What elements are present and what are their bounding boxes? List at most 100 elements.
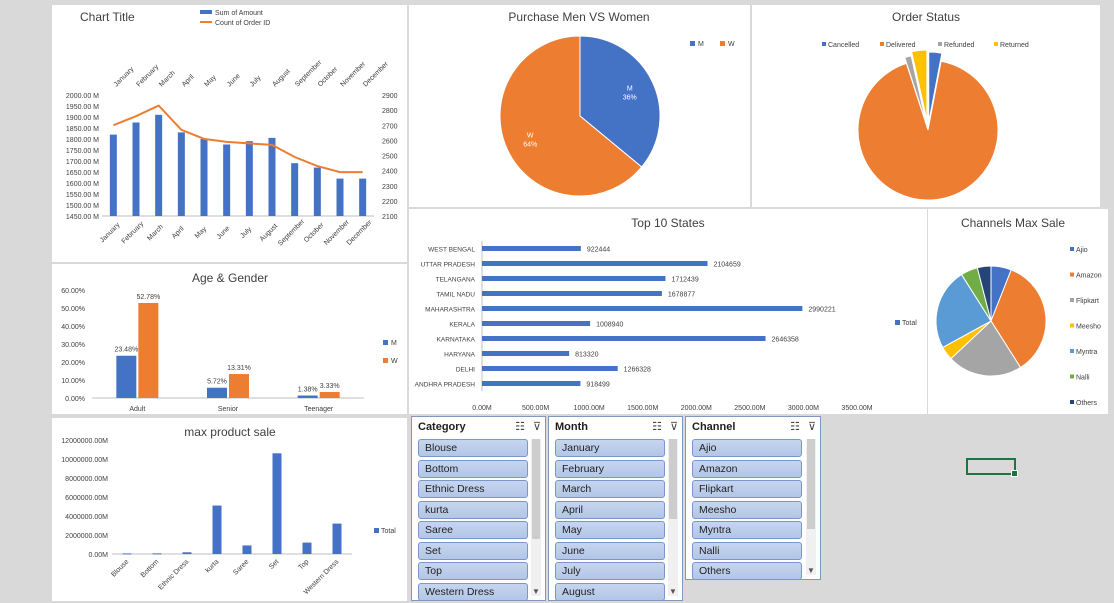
- product-sale-chart[interactable]: max product sale 12000000.00M 10000000.00M…: [52, 418, 407, 601]
- bar-state-5: [482, 321, 591, 326]
- category-item-saree[interactable]: Saree: [418, 521, 528, 539]
- month-item-august[interactable]: August: [555, 582, 665, 600]
- channel-item-others[interactable]: Others: [692, 562, 802, 579]
- bar-state-8: [482, 366, 618, 371]
- category-slicer[interactable]: Category ☷ ⊽ Blouse Bottom Ethnic Dress k…: [411, 416, 546, 601]
- channel-item-nalli[interactable]: Nalli: [692, 541, 802, 560]
- top-states-chart[interactable]: Top 10 States WEST BENGAL 922444 UTTAR PRAD…: [409, 209, 927, 414]
- legend-swatch-m: [690, 41, 695, 46]
- chart-title: Chart Title: [80, 10, 135, 24]
- category-item-western-dress[interactable]: Western Dress: [418, 582, 528, 600]
- x-tick-label-top: March: [158, 70, 177, 89]
- legend-label-orders: Count of Order ID: [215, 20, 270, 27]
- data-label: 1008940: [596, 322, 623, 329]
- selected-cell[interactable]: [966, 458, 1018, 477]
- purchase-gender-chart[interactable]: Purchase Men VS Women M W M 36% W 64%: [409, 5, 750, 207]
- category-item-bottom[interactable]: Bottom: [418, 459, 528, 478]
- order-status-chart[interactable]: Order Status Cancelled Delivered Refunded Re…: [752, 5, 1100, 207]
- bar-top: [302, 542, 312, 554]
- channel-item-flipkart[interactable]: Flipkart: [692, 480, 802, 498]
- category-item-kurta[interactable]: kurta: [418, 500, 528, 519]
- x-tick-label-bottom: March: [146, 224, 165, 243]
- month-item-february[interactable]: February: [555, 459, 665, 478]
- product-sale-svg: max product sale 12000000.00M 10000000.00M…: [61, 425, 396, 596]
- status-slice-2: [904, 55, 927, 125]
- channel-item-amazon[interactable]: Amazon: [692, 459, 802, 478]
- clear-filter-icon[interactable]: ⊽: [532, 421, 541, 433]
- top-states-svg: Top 10 States WEST BENGAL 922444 UTTAR PRAD…: [415, 216, 918, 412]
- x-tick-label: 1000.00M: [574, 405, 605, 412]
- y-tick-label: TELANGANA: [436, 277, 476, 284]
- bar-state-4: [482, 306, 803, 311]
- bar-june: [223, 144, 231, 216]
- channel-slicer[interactable]: Channel ☷ ⊽ Ajio Amazon Flipkart Meesho M…: [685, 416, 821, 580]
- legend-swatch-delivered: [880, 42, 884, 46]
- x-tick-label: Bottom: [140, 558, 161, 579]
- scroll-down-icon[interactable]: ▼: [532, 587, 540, 596]
- month-item-april[interactable]: April: [555, 500, 665, 519]
- category-item-ethnic-dress[interactable]: Ethnic Dress: [418, 480, 528, 498]
- scroll-down-icon[interactable]: ▼: [807, 566, 815, 575]
- legend-label-returned: Returned: [1000, 42, 1029, 49]
- monthly-sales-chart[interactable]: Chart Title Sum of Amount Count of Order I…: [52, 5, 407, 262]
- x-tick-label: kurta: [204, 558, 220, 574]
- bar-state-7: [482, 351, 570, 356]
- y-tick-label: 1600.00 M: [66, 181, 99, 188]
- bar-set: [272, 453, 282, 554]
- legend-label-amount: Sum of Amount: [215, 10, 263, 17]
- channel-scrollbar[interactable]: ▼: [806, 439, 816, 575]
- y-tick-label: 1850.00 M: [66, 126, 99, 133]
- y-tick-label: 0.00%: [65, 396, 85, 403]
- status-slice-3: [911, 49, 928, 121]
- channel-item-ajio[interactable]: Ajio: [692, 439, 802, 457]
- clear-filter-icon[interactable]: ⊽: [807, 421, 816, 433]
- gender-slice-1: [499, 35, 643, 197]
- multi-select-icon[interactable]: ☷: [652, 421, 662, 433]
- channel-item-myntra[interactable]: Myntra: [692, 521, 802, 539]
- legend-swatch-w: [720, 41, 725, 46]
- chart-title: max product sale: [184, 425, 276, 439]
- y-tick-label: 1750.00 M: [66, 148, 99, 155]
- legend-swatch-returned: [994, 42, 998, 46]
- channel-item-meesho[interactable]: Meesho: [692, 500, 802, 519]
- status-slice-0: [928, 51, 943, 123]
- y-tick-label: 1550.00 M: [66, 192, 99, 199]
- month-item-may[interactable]: May: [555, 521, 665, 539]
- age-gender-chart[interactable]: Age & Gender 60.00% 50.00% 40.00% 30.00% 20.0…: [52, 264, 407, 414]
- data-label: 2990221: [808, 307, 835, 314]
- y-tick-label: UTTAR PRADESH: [421, 262, 476, 269]
- purchase-gender-svg: Purchase Men VS Women M W M 36% W 64%: [499, 10, 735, 197]
- category-item-set[interactable]: Set: [418, 541, 528, 560]
- legend-label-delivered: Delivered: [886, 42, 916, 49]
- data-label: 23.48%: [114, 347, 138, 354]
- month-slicer[interactable]: Month ☷ ⊽ January February March April Ma…: [548, 416, 683, 601]
- x-tick-label: Saree: [232, 558, 250, 576]
- legend-label-myntra: Myntra: [1076, 349, 1098, 356]
- chart-title: Top 10 States: [631, 216, 704, 230]
- month-item-january[interactable]: January: [555, 439, 665, 457]
- bar-kurta: [212, 505, 222, 554]
- order-status-svg: Order Status Cancelled Delivered Refunded Re…: [822, 10, 1029, 201]
- month-item-march[interactable]: March: [555, 480, 665, 498]
- multi-select-icon[interactable]: ☷: [790, 421, 800, 433]
- category-scrollbar[interactable]: ▼: [531, 439, 541, 596]
- bar-january: [109, 134, 117, 216]
- bar-teenager-m: [297, 395, 318, 398]
- channels-chart[interactable]: Channels Max Sale Ajio Amazon Flipkart Meesh…: [928, 209, 1108, 414]
- month-scrollbar[interactable]: ▼: [668, 439, 678, 596]
- category-item-top[interactable]: Top: [418, 562, 528, 580]
- y-tick-label: HARYANA: [444, 352, 475, 359]
- channel-slice-4: [935, 273, 992, 349]
- month-item-july[interactable]: July: [555, 562, 665, 580]
- category-item-blouse[interactable]: Blouse: [418, 439, 528, 457]
- bar-may: [200, 139, 208, 216]
- x-tick-label-top: February: [135, 63, 160, 88]
- legend-label-m: M: [391, 340, 397, 347]
- scroll-down-icon[interactable]: ▼: [669, 587, 677, 596]
- legend-swatch-orders: [200, 21, 212, 23]
- multi-select-icon[interactable]: ☷: [515, 421, 525, 433]
- clear-filter-icon[interactable]: ⊽: [669, 421, 678, 433]
- legend-swatch-refunded: [938, 42, 942, 46]
- month-item-june[interactable]: June: [555, 541, 665, 560]
- bar-adult-w: [138, 302, 159, 398]
